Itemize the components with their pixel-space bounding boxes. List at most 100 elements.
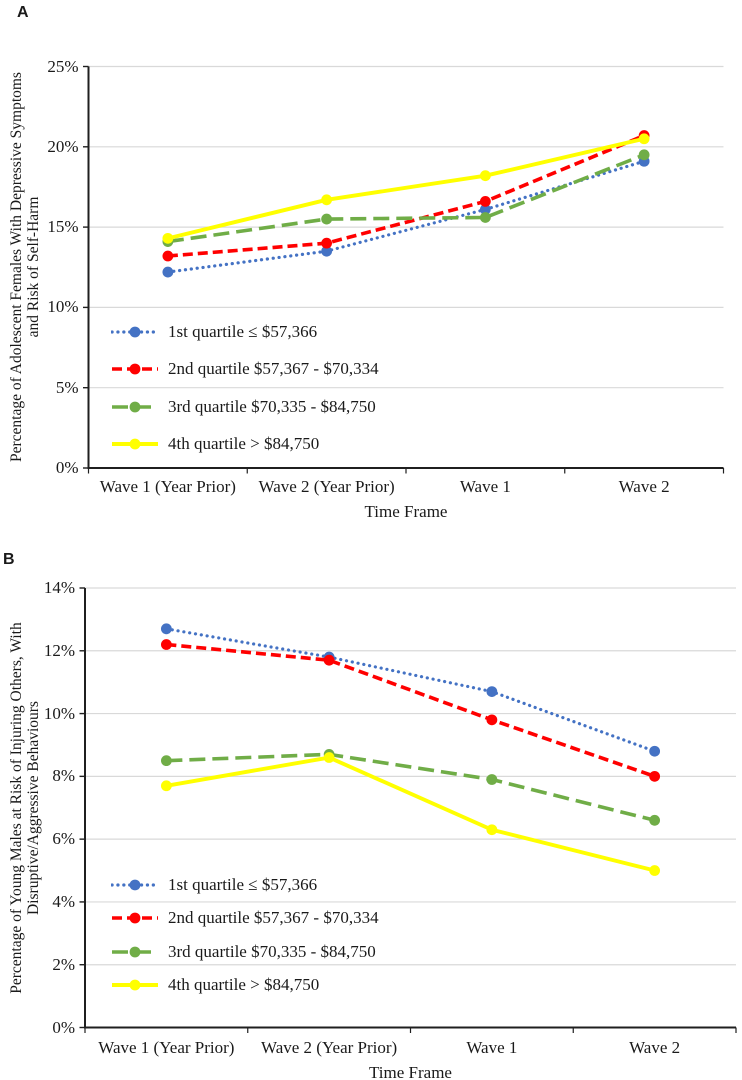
data-point-series-2 [321,237,333,249]
legend-sample-line [111,326,159,338]
x-tick-label: Wave 2 [629,1038,681,1057]
x-tick-label: Wave 1 (Year Prior) [98,1038,235,1057]
legend-item: 2nd quartile $57,367 - $70,334 [111,359,379,379]
x-tick-label: Wave 1 [459,477,511,496]
x-tick-label: Wave 1 (Year Prior) [99,477,236,496]
legend-marker [129,946,141,957]
panel-a-letter: A [17,4,29,21]
legend-sample-line [112,912,158,924]
legend-sample-line [112,363,158,375]
y-axis-title-line-2: and Risk of Self-Harm [25,196,42,338]
x-tick-label: Wave 2 [618,477,670,496]
legend-label: 4th quartile > $84,750 [168,433,320,453]
panel-a-plot-svg [83,65,725,474]
y-tick-label: 25% [47,56,79,76]
panel-b: B Percentage of Young Males at Risk of I… [0,540,742,1080]
legend-label: 2nd quartile $57,367 - $70,334 [168,359,379,379]
y-tick-label: 15% [47,217,79,237]
legend-label: 2nd quartile $57,367 - $70,334 [168,908,379,928]
data-point-series-3 [479,212,491,223]
legend-marker [129,326,141,338]
y-tick-label: 4% [52,891,75,911]
legend-item: 4th quartile > $84,750 [111,975,319,995]
data-point-series-1 [479,204,491,215]
data-point-series-4 [321,194,333,206]
y-tick-label: 12% [43,640,75,660]
y-tick-label: 0% [52,1017,75,1037]
legend-marker [129,979,141,991]
legend-item: 1st quartile ≤ $57,366 [111,875,317,895]
legend-item: 3rd quartile $70,335 - $84,750 [111,397,376,417]
y-tick-label: 0% [55,458,79,477]
x-tick-label: Wave 2 (Year Prior) [261,1038,398,1057]
legend-marker [129,879,141,891]
y-tick-label: 14% [43,578,75,597]
data-point-series-4 [323,752,335,763]
y-tick-label: 6% [52,829,75,849]
panel-b-plot-svg [79,587,737,1033]
legend-sample-line [111,879,159,891]
data-point-series-4 [638,133,650,145]
legend-item: 4th quartile > $84,750 [111,434,319,454]
y-tick-label: 5% [55,377,79,397]
legend-marker [129,401,141,412]
series-line-4 [167,136,645,241]
data-point-series-1 [321,245,333,257]
legend-label: 3rd quartile $70,335 - $84,750 [168,941,376,961]
x-tick-label: Wave 2 (Year Prior) [258,477,395,496]
panel-a-y-axis-title: Percentage of Adolescent Females With De… [8,66,42,468]
data-point-series-4 [162,232,174,244]
y-tick-label: 2% [52,954,75,974]
data-point-series-2 [160,639,172,650]
legend-sample-line [112,979,158,991]
data-point-series-4 [479,170,491,182]
series-line-3 [166,752,656,823]
x-tick-label: Wave 1 [466,1038,518,1057]
y-tick-label: 10% [47,297,79,317]
legend-label: 1st quartile ≤ $57,366 [168,875,318,894]
data-point-series-4 [160,780,172,792]
y-tick-label: 10% [43,703,75,723]
data-point-series-1 [162,266,174,278]
data-point-series-3 [486,774,498,785]
legend-sample-line [112,438,158,450]
data-point-series-2 [649,770,661,782]
series-line-2 [167,133,645,258]
data-point-series-3 [321,213,333,225]
data-point-series-2 [162,250,174,262]
series-line-2 [166,642,656,779]
data-point-series-1 [486,686,498,697]
legend-sample-line [112,401,158,412]
legend-marker [129,438,141,450]
data-point-series-1 [160,623,172,635]
y-tick-label: 20% [47,136,79,156]
legend-item: 2nd quartile $57,367 - $70,334 [111,908,379,928]
data-point-series-4 [649,865,661,876]
data-point-series-2 [323,654,335,666]
legend-label: 4th quartile > $84,750 [168,974,320,994]
y-axis-title-line-1: Percentage of Adolescent Females With De… [8,72,25,462]
data-point-series-3 [160,755,172,767]
legend-marker [129,912,141,924]
legend-sample-line [112,946,158,957]
panel-a-x-axis-title: Time Frame [364,502,448,521]
series-line-4 [166,755,656,873]
panel-b-x-axis-title: Time Frame [369,1063,452,1080]
series-line-3 [167,153,645,244]
data-point-series-4 [486,824,498,836]
panel-b-letter: B [3,551,15,568]
legend-item: 1st quartile ≤ $57,366 [111,322,317,342]
data-point-series-1 [649,745,661,757]
data-point-series-3 [638,149,650,161]
legend-marker [129,363,141,375]
data-point-series-2 [486,714,498,726]
data-point-series-3 [649,814,661,826]
panel-a: A Percentage of Adolescent Females With … [8,4,725,521]
y-tick-label: 8% [52,766,75,786]
legend-label: 3rd quartile $70,335 - $84,750 [168,396,376,416]
data-point-series-2 [479,196,491,207]
series-line-1 [164,627,657,753]
legend-label: 1st quartile ≤ $57,366 [168,322,318,341]
legend-item: 3rd quartile $70,335 - $84,750 [111,942,376,962]
